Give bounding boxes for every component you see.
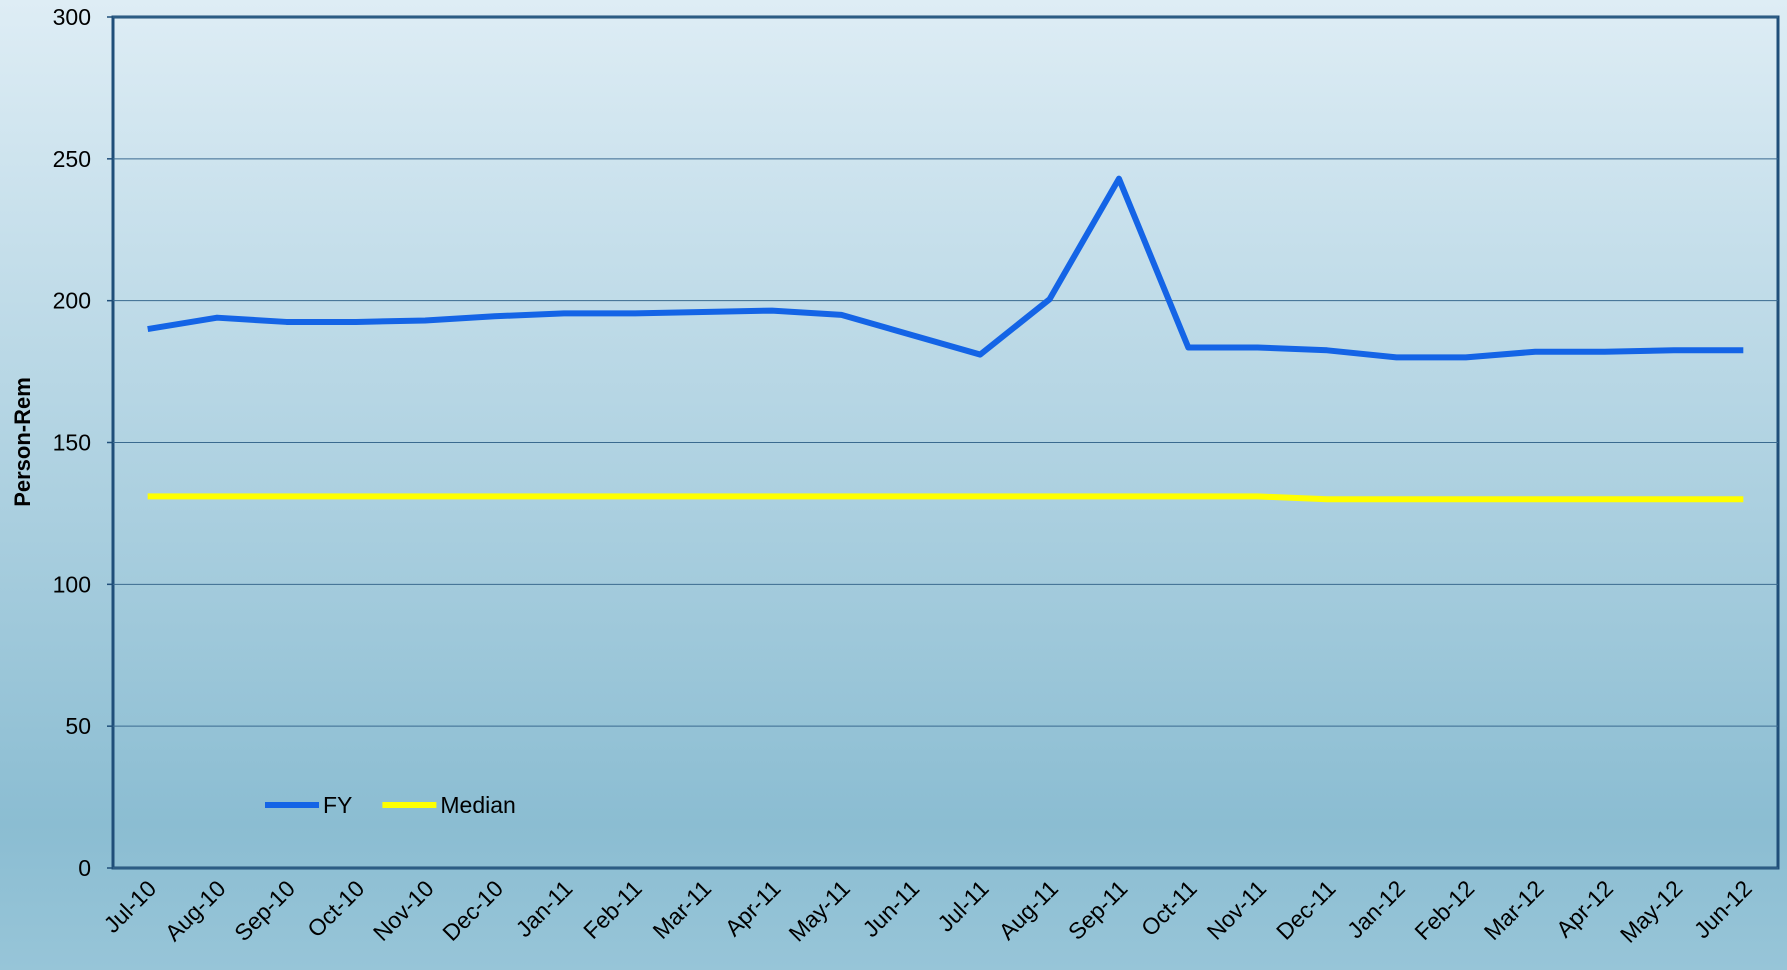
y-tick-label: 300 — [53, 4, 91, 30]
y-axis-label: Person-Rem — [10, 377, 35, 507]
y-tick-label: 100 — [53, 571, 91, 597]
y-tick-label: 150 — [53, 430, 91, 456]
y-tick-label: 250 — [53, 146, 91, 172]
y-tick-label: 50 — [65, 713, 91, 739]
y-tick-label: 200 — [53, 288, 91, 314]
line-series — [147, 493, 1744, 503]
legend-label: FY — [323, 792, 352, 818]
y-tick-label: 0 — [78, 855, 91, 881]
line-series — [147, 175, 1744, 361]
legend-label: Median — [440, 792, 515, 818]
